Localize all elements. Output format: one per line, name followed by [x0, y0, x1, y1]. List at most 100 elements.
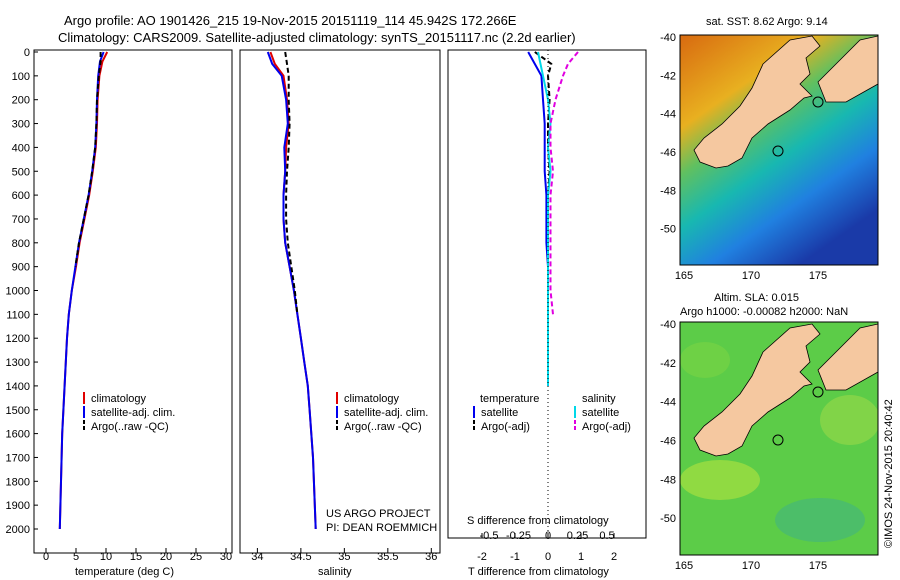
depth-axis: 0 100 200 300 400 500 600 700 800 900 1000 1100 1200… [6, 47, 38, 536]
series-line-salinity-satellite [537, 51, 552, 386]
pi-credit: PI: DEAN ROEMMICH [326, 522, 437, 534]
x-tick-label: 0 [43, 551, 49, 563]
float-position-marker [772, 145, 784, 157]
north-island-landmass [817, 35, 878, 103]
t-difference-xlabel: T difference from climatology [468, 566, 609, 578]
depth-tick-label: 600 [12, 190, 30, 202]
series-line-temperature-satellite [527, 51, 549, 386]
sst-map-title: sat. SST: 8.62 Argo: 9.14 [706, 16, 828, 28]
x-tick-label: 30 [220, 551, 232, 563]
sst-map-ticks: -40 -42 -44 -46 -48 -50 165 170 175 [660, 32, 827, 282]
difference-lines [527, 51, 579, 386]
sla-map-title-line2: Argo h1000: -0.00082 h2000: NaN [680, 306, 848, 318]
sla-anomaly-blob [680, 460, 760, 500]
north-island-landmass [817, 323, 878, 391]
depth-tick-label: 1900 [6, 500, 30, 512]
series-line-salinity-argo-adj- [549, 51, 579, 315]
series-line-satellite-adj-clim [266, 51, 317, 530]
map-x-tick-label: 165 [675, 270, 693, 282]
series-line-argo-raw-qc [74, 52, 102, 267]
new-zealand-landmass [693, 323, 821, 457]
legend-label-t-satellite: satellite [481, 407, 518, 419]
salinity-lines [266, 51, 317, 530]
depth-tick-label: 700 [12, 214, 30, 226]
difference-panel: -2 -1 0 1 2 -0.5 -0.25 0 0.25 0.5 S difference fr… [447, 49, 647, 578]
series-line-climatology [58, 51, 109, 530]
s-tick-label: 0.5 [599, 530, 614, 542]
series-line-argo-raw-qc [284, 51, 299, 315]
s-difference-xlabel: S difference from climatology [467, 515, 609, 527]
map-y-tick-label: -50 [660, 224, 676, 236]
imos-credit: ©IMOS 24-Nov-2015 20:40:42 [883, 399, 895, 548]
legend-label-climatology: climatology [91, 393, 147, 405]
sla-anomaly-blob [820, 395, 878, 445]
x-tick-label: -2 [477, 551, 487, 563]
map-x-tick-label: 175 [809, 270, 827, 282]
x-tick-label: 10 [100, 551, 112, 563]
sla-map-title-line1: Altim. SLA: 0.015 [714, 292, 799, 304]
temperature-xlabel: temperature (deg C) [75, 566, 174, 578]
map-y-tick-label: -46 [660, 147, 676, 159]
depth-tick-label: 1100 [6, 309, 30, 321]
legend-label-satellite: satellite-adj. clim. [344, 407, 428, 419]
x-tick-label: 34.5 [290, 551, 311, 563]
sla-map-panel: Altim. SLA: 0.015 Argo h1000: -0.00082 h… [660, 292, 879, 572]
x-tick-label: 15 [130, 551, 142, 563]
depth-tick-label: 0 [24, 47, 30, 59]
salinity-plot-frame [239, 49, 441, 554]
temperature-x-ticks: 0 5 10 15 20 25 30 [43, 548, 232, 563]
salinity-panel: 34 34.5 35 35.5 36 salinity climatology sate… [239, 49, 441, 578]
depth-tick-label: 1600 [6, 429, 30, 441]
map-y-tick-label: -42 [660, 70, 676, 82]
depth-tick-label: 100 [12, 71, 30, 83]
s-tick-label: 0.25 [567, 530, 588, 542]
s-tick-label: 0 [545, 530, 551, 542]
depth-tick-label: 400 [12, 142, 30, 154]
x-tick-label: -1 [510, 551, 520, 563]
map-x-tick-label: 165 [675, 560, 693, 572]
temperature-plot-frame [33, 49, 233, 554]
sla-anomaly-blob [680, 342, 730, 378]
eddy-circle [812, 96, 824, 108]
depth-tick-label: 1400 [6, 381, 30, 393]
depth-tick-label: 200 [12, 95, 30, 107]
depth-tick-label: 2000 [6, 524, 30, 536]
x-tick-label: 35 [338, 551, 350, 563]
map-y-tick-label: -48 [660, 474, 676, 486]
salinity-x-ticks: 34 34.5 35 35.5 36 [251, 548, 437, 563]
legend-label-satellite: satellite-adj. clim. [91, 407, 175, 419]
x-tick-label: 20 [160, 551, 172, 563]
map-y-tick-label: -44 [660, 397, 676, 409]
x-tick-label: 0 [545, 551, 551, 563]
map-x-tick-label: 170 [742, 560, 760, 572]
map-x-tick-label: 170 [742, 270, 760, 282]
s-tick-label: -0.25 [506, 530, 531, 542]
sla-map-frame [679, 321, 879, 556]
legend-label-s-argo: Argo(-adj) [582, 421, 631, 433]
legend-label-argo: Argo(..raw -QC) [344, 421, 422, 433]
x-tick-label: 1 [578, 551, 584, 563]
map-y-tick-label: -46 [660, 436, 676, 448]
x-tick-label: 35.5 [377, 551, 398, 563]
temperature-lines [58, 51, 109, 530]
float-position-marker [772, 434, 784, 446]
series-line-satellite-adj-clim [58, 51, 105, 530]
depth-tick-label: 1700 [6, 452, 30, 464]
map-y-tick-label: -50 [660, 513, 676, 525]
map-y-tick-label: -42 [660, 358, 676, 370]
sst-map-panel: sat. SST: 8.62 Argo: 9.14 -40-42-44-46-4… [660, 16, 879, 282]
eddy-circle [812, 386, 824, 398]
depth-tick-label: 1200 [6, 333, 30, 345]
depth-tick-label: 900 [12, 262, 30, 274]
temperature-legend: climatology satellite-adj. clim. Argo(..… [83, 392, 175, 433]
legend-head-temperature: temperature [480, 393, 539, 405]
map-y-tick-label: -48 [660, 185, 676, 197]
map-y-tick-label: -40 [660, 319, 676, 331]
depth-tick-label: 800 [12, 238, 30, 250]
x-tick-label: 25 [190, 551, 202, 563]
figure-title-line1: Argo profile: AO 1901426_215 19-Nov-2015… [64, 13, 517, 28]
depth-tick-label: 1800 [6, 476, 30, 488]
x-tick-label: 5 [73, 551, 79, 563]
legend-label-climatology: climatology [344, 393, 400, 405]
map-x-tick-label: 175 [809, 560, 827, 572]
